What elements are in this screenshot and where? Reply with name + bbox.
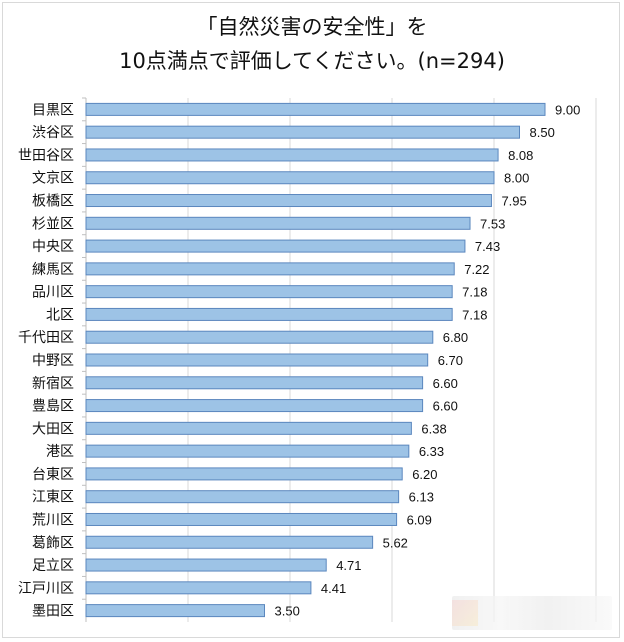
category-label: 新宿区 — [32, 375, 74, 392]
category-label: 足立区 — [32, 558, 74, 574]
bar — [85, 239, 466, 253]
category-label: 板橋区 — [32, 194, 74, 210]
category-label: 港区 — [46, 444, 74, 460]
bar — [85, 444, 410, 458]
value-label: 4.71 — [336, 558, 361, 573]
value-label: 6.38 — [421, 421, 446, 436]
value-label: 7.43 — [475, 239, 500, 254]
value-label: 9.00 — [555, 102, 580, 117]
value-label: 7.95 — [501, 194, 526, 209]
bar — [85, 148, 499, 162]
value-label: 6.60 — [433, 376, 458, 391]
value-label: 8.50 — [530, 125, 555, 140]
category-label: 杉並区 — [32, 216, 74, 232]
bar — [85, 535, 374, 549]
value-label: 7.53 — [480, 216, 505, 231]
bar — [85, 102, 546, 116]
value-label: 6.80 — [443, 330, 468, 345]
category-label: 練馬区 — [32, 262, 74, 278]
value-label: 4.41 — [321, 581, 346, 596]
bar — [85, 194, 492, 208]
category-label: 目黒区 — [32, 102, 74, 118]
value-label: 6.13 — [409, 490, 434, 505]
value-label: 6.33 — [419, 444, 444, 459]
category-label: 品川区 — [32, 285, 74, 301]
bar — [85, 490, 400, 504]
bar — [85, 307, 453, 321]
bar — [85, 330, 434, 344]
chart-title-line1: 「自然災害の安全性」を — [196, 15, 428, 39]
value-label: 7.22 — [464, 262, 489, 277]
category-label: 大田区 — [32, 421, 74, 437]
value-label: 6.09 — [407, 512, 432, 527]
category-label: 中央区 — [32, 239, 74, 255]
value-label: 5.62 — [383, 535, 408, 550]
category-label: 葛飾区 — [32, 535, 74, 551]
bar — [85, 467, 403, 481]
bar — [85, 285, 453, 299]
bar — [85, 421, 412, 435]
category-label: 江戸川区 — [18, 581, 74, 597]
bar — [85, 262, 455, 276]
category-label: 文京区 — [32, 171, 74, 187]
value-label: 8.00 — [504, 171, 529, 186]
bar — [85, 558, 327, 572]
category-label: 千代田区 — [18, 330, 74, 346]
bar — [85, 581, 312, 595]
category-label: 中野区 — [32, 353, 74, 369]
value-label: 6.60 — [433, 399, 458, 414]
value-label: 7.18 — [462, 307, 487, 322]
bar — [85, 376, 424, 390]
bar — [85, 512, 398, 526]
value-label: 8.08 — [508, 148, 533, 163]
bar — [85, 353, 429, 367]
category-label: 渋谷区 — [32, 125, 74, 141]
bar — [85, 216, 471, 230]
category-label: 台東区 — [32, 467, 74, 483]
category-label: 豊島区 — [32, 399, 74, 415]
bar — [85, 399, 424, 413]
chart-title-line2: 10点満点で評価してください。(n=294) — [119, 49, 505, 73]
value-label: 6.20 — [412, 467, 437, 482]
category-label: 世田谷区 — [18, 148, 74, 164]
value-label: 3.50 — [275, 604, 300, 619]
category-label: 江東区 — [32, 490, 74, 506]
bar — [85, 171, 495, 185]
blurred-watermark — [452, 596, 612, 630]
category-label: 北区 — [46, 307, 74, 323]
category-label: 荒川区 — [32, 512, 74, 528]
category-label: 墨田区 — [32, 604, 74, 620]
value-label: 6.70 — [438, 353, 463, 368]
value-label: 7.18 — [462, 285, 487, 300]
bar — [85, 125, 520, 139]
bar — [85, 604, 265, 618]
